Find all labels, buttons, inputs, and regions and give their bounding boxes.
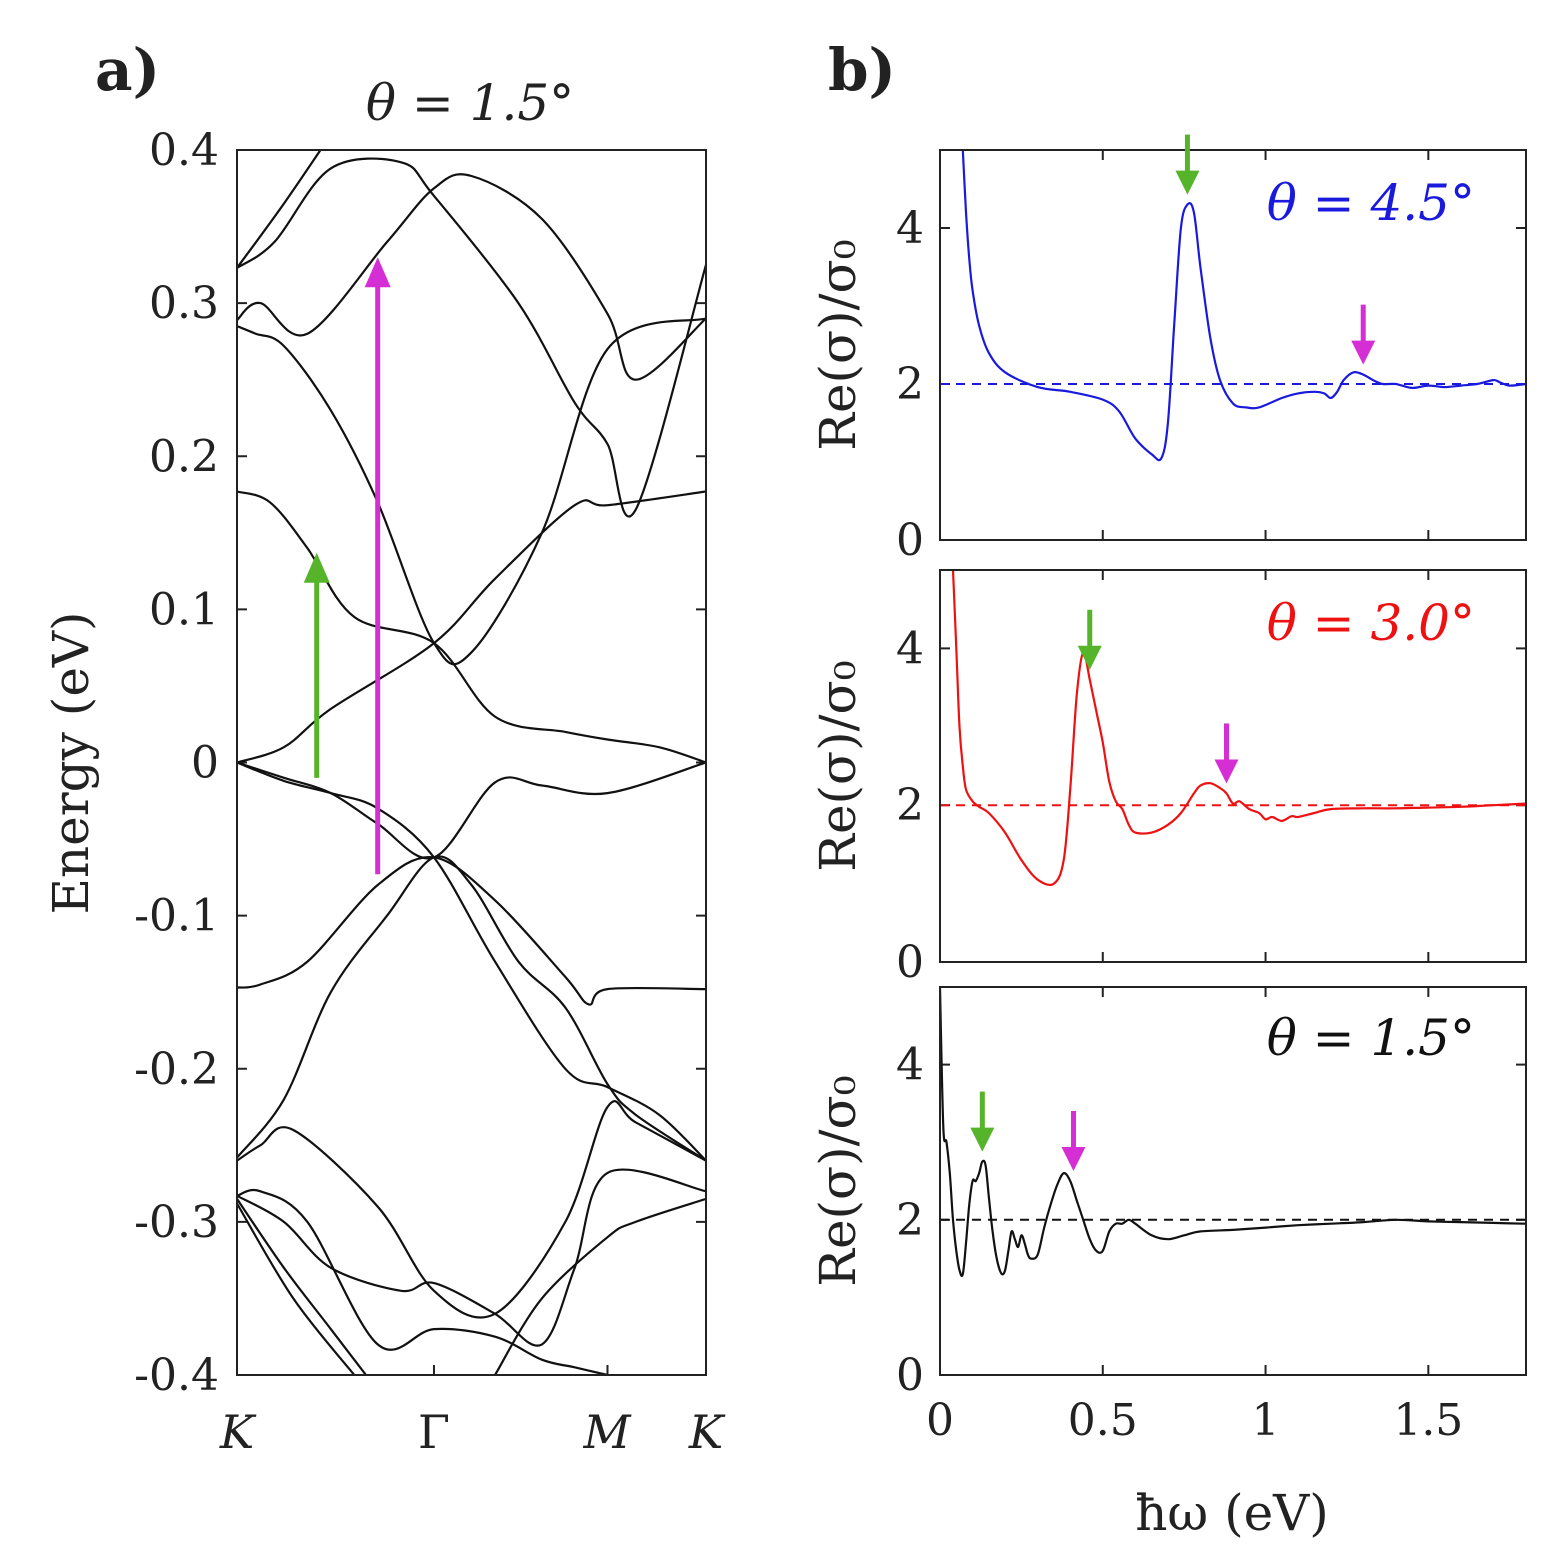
band-line-5 [237,490,706,764]
cond-ylabel-1: Re(σ)/σ₀ [809,660,867,871]
peak-arrowhead-0-0 [1175,170,1200,195]
band-line-6 [237,761,706,860]
cond-xtick-label: 1 [1252,1395,1280,1446]
band-line-3 [237,317,706,666]
cond-xtick-label: 1.5 [1393,1395,1463,1446]
cond-ytick-label: 0 [896,515,924,566]
conductivity-panel-2: 0 2 4 0 0.5 1 1.5 θ = 1.5° Re(σ)/σ₀ [809,986,1527,1446]
cond-ytick-label: 2 [896,780,924,831]
kpoint-label-k: K [219,1405,257,1459]
panel-a-label: a) [95,36,160,104]
peak-arrowhead-1-1 [1214,759,1239,784]
band-yticks: 0.4 0.3 0.2 0.1 0 -0.1 -0.2 -0.3 -0.4 [134,125,706,1401]
band-line-10 [237,1100,706,1319]
cond-ytick-label: 4 [896,1040,924,1091]
band-line-13 [237,1198,368,1375]
band-ytick-label: -0.3 [134,1197,219,1248]
cond-ylabel-0: Re(σ)/σ₀ [809,239,867,450]
conductivity-curve-0 [961,150,1526,462]
conductivity-panel-1: 0 2 4 θ = 3.0° Re(σ)/σ₀ [809,569,1527,988]
band-line-11 [237,1168,706,1347]
cond-ytick-label: 2 [896,359,924,410]
band-ytick-label: 0 [191,738,219,789]
cond-frame-1 [939,569,1527,963]
cond-xtick-label: 0.5 [1068,1395,1138,1446]
band-line-8 [237,856,706,1006]
transition-arrowhead-1 [364,257,391,288]
conductivity-plots: 0 2 4 θ = 4.5° Re(σ)/σ₀ 0 2 4 θ = 3.0° Re(σ)/σ₀ 0 2… [809,134,1527,1446]
band-ytick-label: -0.2 [134,1044,219,1095]
cond-frame-0 [939,149,1527,541]
panel-a-frame [236,149,707,1376]
conductivity-curve-1 [951,570,1526,887]
cond-ytick-label: 4 [896,623,924,674]
cond-panel-title-1: θ = 3.0° [1267,594,1475,652]
conductivity-panel-0: 0 2 4 θ = 4.5° Re(σ)/σ₀ [809,134,1527,566]
band-line-14 [237,1202,356,1375]
band-ytick-label: 0.1 [149,584,219,635]
band-structure-plot [237,150,706,1375]
band-line-2 [237,173,706,381]
band-ytick-label: -0.1 [134,891,219,942]
peak-arrowhead-2-1 [1061,1147,1086,1171]
cond-ytick-label: 2 [896,1195,924,1246]
band-ytick-label: -0.4 [134,1350,219,1401]
panel-b-xlabel: ħω (eV) [1135,1484,1329,1542]
band-line-4 [237,490,706,764]
band-line-9 [237,855,706,1162]
cond-ylabel-2: Re(σ)/σ₀ [809,1075,867,1286]
cond-ytick-label: 0 [896,1350,924,1401]
band-line-1 [237,157,706,518]
band-line-7 [237,761,706,1162]
cond-panel-title-2: θ = 1.5° [1267,1009,1475,1067]
panel-a-ylabel: Energy (eV) [42,611,100,914]
cond-panel-title-0: θ = 4.5° [1267,174,1475,232]
panel-a-title: θ = 1.5° [366,74,574,132]
kpoint-label-m: M [582,1405,632,1459]
band-line-12 [237,1188,608,1375]
band-ytick-label: 0.3 [149,278,219,329]
band-ytick-label: 0.2 [149,431,219,482]
panel-b-label: b) [828,36,896,104]
band-line-0 [237,150,322,269]
cond-frame-2 [939,986,1527,1376]
cond-xtick-label: 0 [926,1395,954,1446]
band-line-15 [494,1197,706,1375]
band-ytick-label: 0.4 [149,125,219,176]
conductivity-curve-2 [940,987,1526,1278]
peak-arrowhead-0-1 [1351,340,1376,365]
peak-arrowhead-2-0 [970,1127,995,1152]
kpoint-label-gamma: Γ [418,1405,450,1459]
cond-ytick-label: 0 [896,937,924,988]
kpoint-label-k-end: K [688,1405,726,1459]
cond-ytick-label: 4 [896,203,924,254]
transition-arrowhead-0 [303,552,330,583]
peak-arrowhead-1-0 [1077,645,1102,670]
